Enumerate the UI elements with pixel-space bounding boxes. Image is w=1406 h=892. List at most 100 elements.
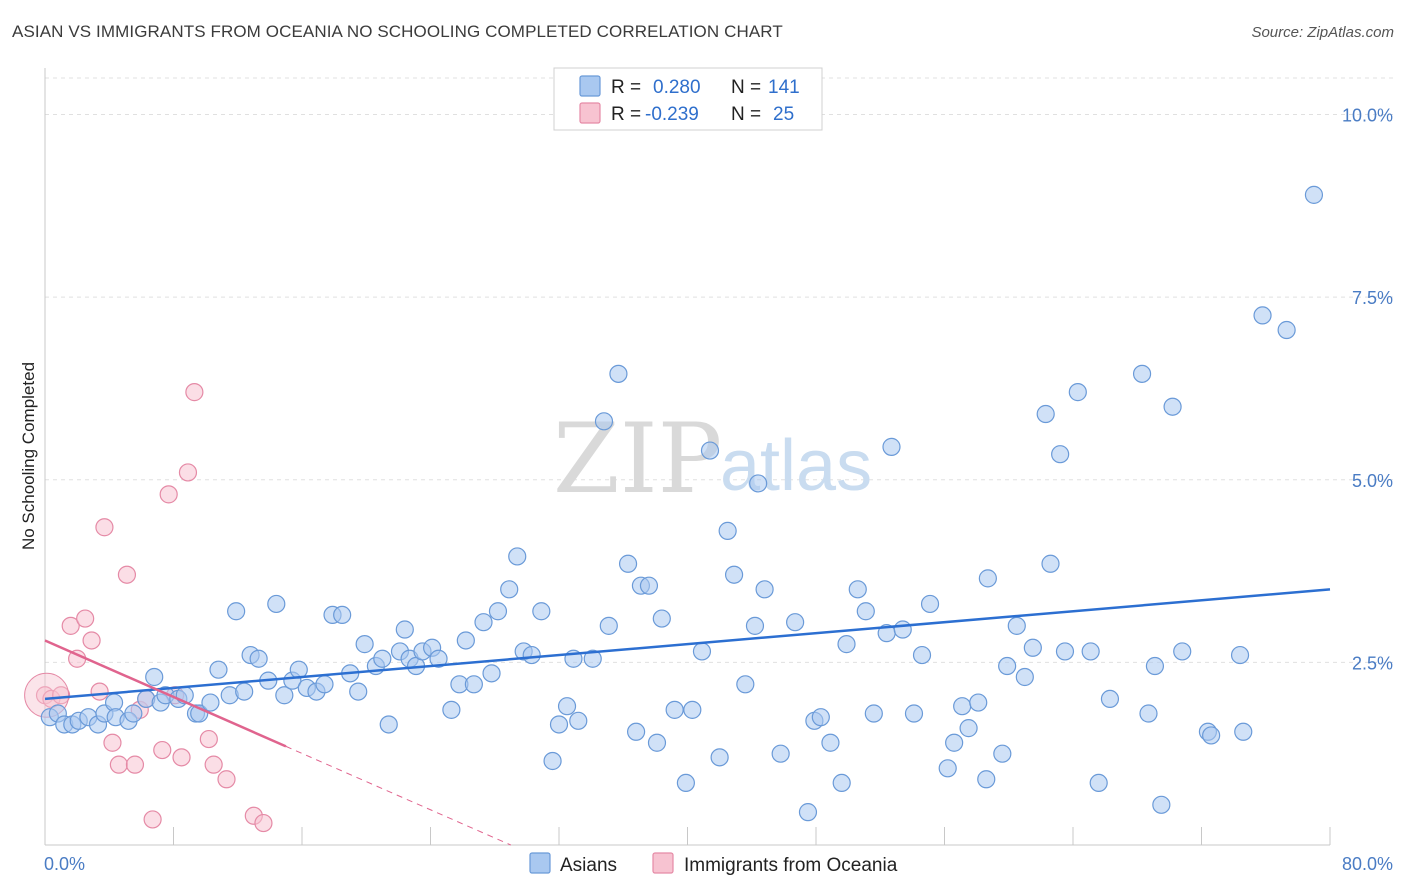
- asian-point: [201, 693, 220, 712]
- asian-point: [665, 700, 684, 719]
- asian-point: [710, 748, 729, 767]
- asian-point: [647, 733, 667, 752]
- asian-point: [676, 773, 695, 793]
- oceania-point: [90, 682, 109, 701]
- asian-point: [864, 704, 883, 723]
- asian-point: [1132, 364, 1152, 383]
- asian-point: [557, 697, 577, 716]
- trend-lines: [44, 588, 1331, 846]
- asian-point: [235, 682, 254, 701]
- y-tick-labels: 2.5% 5.0% 7.5% 10.0%: [1342, 106, 1393, 674]
- asian-point: [429, 649, 448, 668]
- asian-point: [1015, 667, 1034, 687]
- asian-point: [1253, 306, 1272, 325]
- asian-point: [821, 733, 840, 752]
- asian-point: [249, 649, 268, 668]
- asian-point: [811, 708, 830, 727]
- asian-point: [749, 474, 768, 493]
- legend-r-label: R =: [611, 77, 641, 98]
- asian-point: [1036, 404, 1055, 424]
- asian-point: [893, 620, 912, 639]
- bottom-legend-swatch-oceania: [652, 852, 674, 874]
- asian-point: [1152, 795, 1171, 814]
- x-tick-label: 0.0%: [44, 854, 85, 874]
- asian-point: [145, 667, 164, 687]
- asian-point: [938, 759, 957, 778]
- y-tick-label: 5.0%: [1352, 471, 1393, 491]
- asian-point: [912, 645, 932, 665]
- asian-point: [639, 576, 659, 595]
- oceania-point: [61, 616, 80, 635]
- asian-point: [456, 631, 475, 650]
- oceania-point: [153, 740, 172, 760]
- asian-point: [549, 715, 569, 734]
- asian-point: [1068, 383, 1087, 402]
- asian-point: [1277, 320, 1296, 340]
- oceania-point: [204, 755, 223, 774]
- asian-point: [609, 364, 628, 383]
- legend-n-label: N =: [731, 77, 761, 98]
- asian-point: [500, 580, 519, 599]
- chart-title: ASIAN VS IMMIGRANTS FROM OCEANIA NO SCHO…: [12, 22, 783, 41]
- asian-point: [1089, 773, 1108, 793]
- asian-point: [856, 602, 875, 621]
- oceania-trend-extension: [285, 745, 512, 846]
- asian-point: [953, 697, 972, 716]
- asian-point: [1173, 642, 1192, 661]
- asian-point: [543, 751, 562, 771]
- asian-point: [837, 635, 856, 654]
- asian-point: [442, 700, 461, 719]
- asian-point: [267, 594, 286, 614]
- asian-point: [1163, 397, 1182, 416]
- oceania-point: [254, 813, 273, 833]
- asian-point: [583, 649, 602, 668]
- oceania-point: [159, 485, 178, 504]
- asian-point: [599, 616, 618, 635]
- legend-swatch-asians: [579, 75, 601, 97]
- asian-point: [488, 602, 508, 621]
- oceania-point: [178, 463, 198, 482]
- asian-point: [977, 770, 996, 789]
- asian-point: [959, 719, 978, 738]
- asian-point: [315, 675, 334, 694]
- watermark: ZIP atlas: [553, 403, 872, 515]
- asian-point: [1007, 616, 1026, 635]
- bottom-legend-oceania: Immigrants from Oceania: [684, 855, 898, 876]
- asian-point: [618, 554, 638, 573]
- asian-point: [508, 547, 527, 566]
- y-tick-label: 10.0%: [1342, 106, 1393, 126]
- asian-point: [1202, 726, 1221, 745]
- asian-point: [1023, 638, 1042, 657]
- asian-point: [379, 715, 398, 734]
- y-tick-label: 7.5%: [1352, 288, 1393, 308]
- legend-box: R = 0.280 N = 141 R = -0.239 N = 25: [553, 67, 823, 131]
- oceania-point: [217, 770, 236, 789]
- source-credit: Source: ZipAtlas.com: [1251, 24, 1394, 41]
- asian-point: [522, 645, 541, 665]
- bottom-legend-swatch-asians: [529, 852, 551, 874]
- x-tick-labels: 0.0% 80.0%: [44, 854, 1393, 874]
- asian-point: [736, 675, 755, 694]
- asian-point: [124, 704, 143, 723]
- asian-point: [569, 711, 588, 730]
- asian-point: [1230, 645, 1250, 665]
- asian-point: [373, 649, 392, 668]
- asian-point: [652, 609, 671, 628]
- oceania-point: [82, 631, 101, 650]
- legend-n-value: 25: [773, 104, 794, 125]
- legend-r-value: -0.239: [645, 104, 699, 125]
- oceania-trend-line: [44, 639, 287, 748]
- asian-point: [1304, 185, 1324, 204]
- asian-point: [275, 686, 294, 705]
- asian-point: [474, 613, 493, 632]
- asian-point: [355, 635, 374, 654]
- asian-point: [848, 580, 867, 599]
- asian-point: [209, 660, 228, 679]
- watermark-atlas: atlas: [720, 426, 872, 506]
- asian-point: [718, 521, 737, 540]
- asian-point: [333, 605, 352, 625]
- asian-point: [945, 733, 964, 752]
- asian-point: [683, 700, 702, 719]
- oceania-point: [185, 383, 204, 402]
